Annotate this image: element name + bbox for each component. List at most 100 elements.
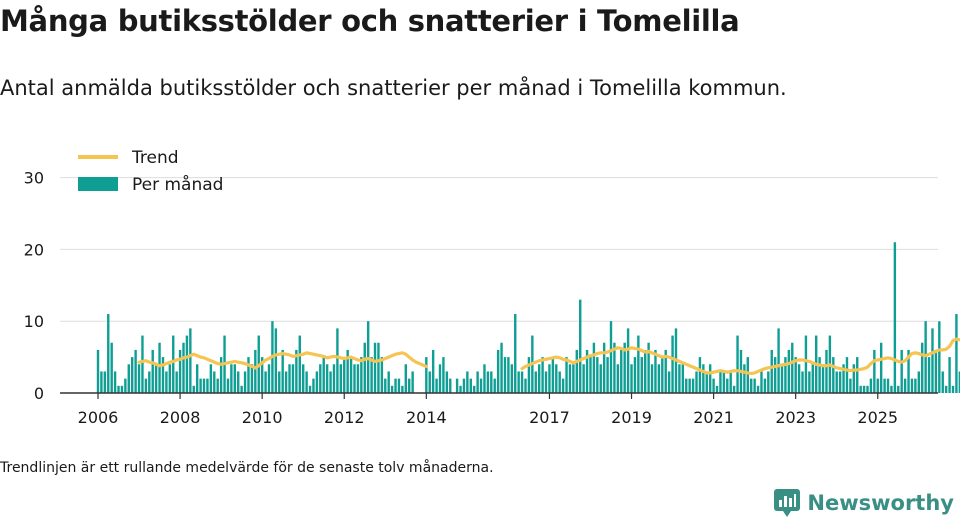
bar	[934, 349, 938, 393]
bar	[630, 364, 633, 393]
x-tick-label: 2023	[775, 408, 816, 427]
bar	[363, 342, 366, 393]
legend: Trend Per månad	[78, 148, 223, 195]
bar	[726, 378, 729, 393]
bar	[473, 385, 476, 393]
bar	[664, 349, 667, 393]
bar	[394, 378, 397, 393]
bar	[274, 328, 278, 393]
bar	[493, 378, 496, 393]
bar	[404, 364, 407, 393]
bar	[671, 335, 674, 393]
bar	[866, 385, 869, 393]
bar	[175, 371, 178, 393]
bar	[883, 378, 886, 393]
bar	[189, 328, 192, 393]
bar	[890, 385, 893, 393]
bar	[821, 364, 825, 393]
bar	[148, 371, 151, 393]
bar	[445, 371, 449, 393]
bar	[110, 342, 113, 393]
bar	[702, 364, 705, 393]
bar	[623, 342, 626, 393]
bar	[544, 371, 548, 393]
bar	[763, 378, 767, 393]
bar	[705, 371, 708, 393]
bar	[209, 364, 213, 393]
bar	[507, 357, 510, 393]
bar	[838, 371, 842, 393]
bar	[346, 349, 349, 393]
bar	[192, 385, 195, 393]
bar	[931, 328, 934, 393]
bar	[811, 364, 814, 393]
bar	[308, 385, 312, 393]
bar	[233, 364, 236, 393]
bar	[852, 364, 856, 393]
bar	[408, 378, 411, 393]
bar	[599, 364, 602, 393]
bar	[927, 357, 931, 393]
bar	[213, 371, 216, 393]
bar	[182, 342, 185, 393]
bar	[941, 371, 944, 393]
x-tick-label: 2012	[324, 408, 365, 427]
bar	[387, 371, 390, 393]
bar	[825, 349, 828, 393]
bar	[206, 378, 209, 393]
bar	[575, 349, 578, 393]
monthly-bars	[96, 242, 960, 393]
bar	[910, 378, 914, 393]
bar	[534, 371, 537, 393]
brand-name: Newsworthy	[807, 491, 954, 515]
bar	[377, 342, 380, 393]
bar	[442, 357, 445, 393]
bar	[483, 364, 486, 393]
bar	[107, 314, 110, 393]
bar	[691, 378, 695, 393]
bar	[380, 357, 384, 393]
bar	[801, 371, 804, 393]
bar	[537, 364, 541, 393]
bar	[401, 385, 404, 393]
bar	[753, 378, 756, 393]
bar	[685, 378, 688, 393]
bar	[459, 385, 462, 393]
bar	[469, 378, 472, 393]
bar	[312, 378, 315, 393]
bar	[579, 299, 582, 393]
bar	[859, 385, 862, 393]
bar	[158, 342, 161, 393]
bar	[767, 371, 770, 393]
bar	[500, 342, 503, 393]
bar	[96, 349, 100, 393]
bar	[845, 357, 849, 393]
bar	[435, 378, 438, 393]
bar	[291, 364, 295, 393]
bar	[719, 371, 722, 393]
bar	[746, 357, 749, 393]
bar	[804, 335, 808, 393]
x-tick-label: 2017	[529, 408, 570, 427]
bar	[216, 378, 219, 393]
x-tick-label: 2025	[857, 408, 898, 427]
bar	[832, 357, 835, 393]
bar	[712, 378, 715, 393]
bar	[688, 378, 691, 393]
bar	[151, 349, 154, 393]
bar	[524, 378, 527, 393]
bar	[958, 371, 960, 393]
bar	[869, 378, 873, 393]
bar	[520, 371, 524, 393]
bar	[113, 371, 117, 393]
bar	[743, 364, 746, 393]
bar	[240, 385, 243, 393]
bar	[353, 364, 356, 393]
bar	[750, 378, 753, 393]
bar	[384, 378, 387, 393]
bar	[284, 371, 288, 393]
bar	[476, 371, 479, 393]
bar	[637, 335, 640, 393]
bar	[808, 371, 811, 393]
bar	[315, 371, 319, 393]
